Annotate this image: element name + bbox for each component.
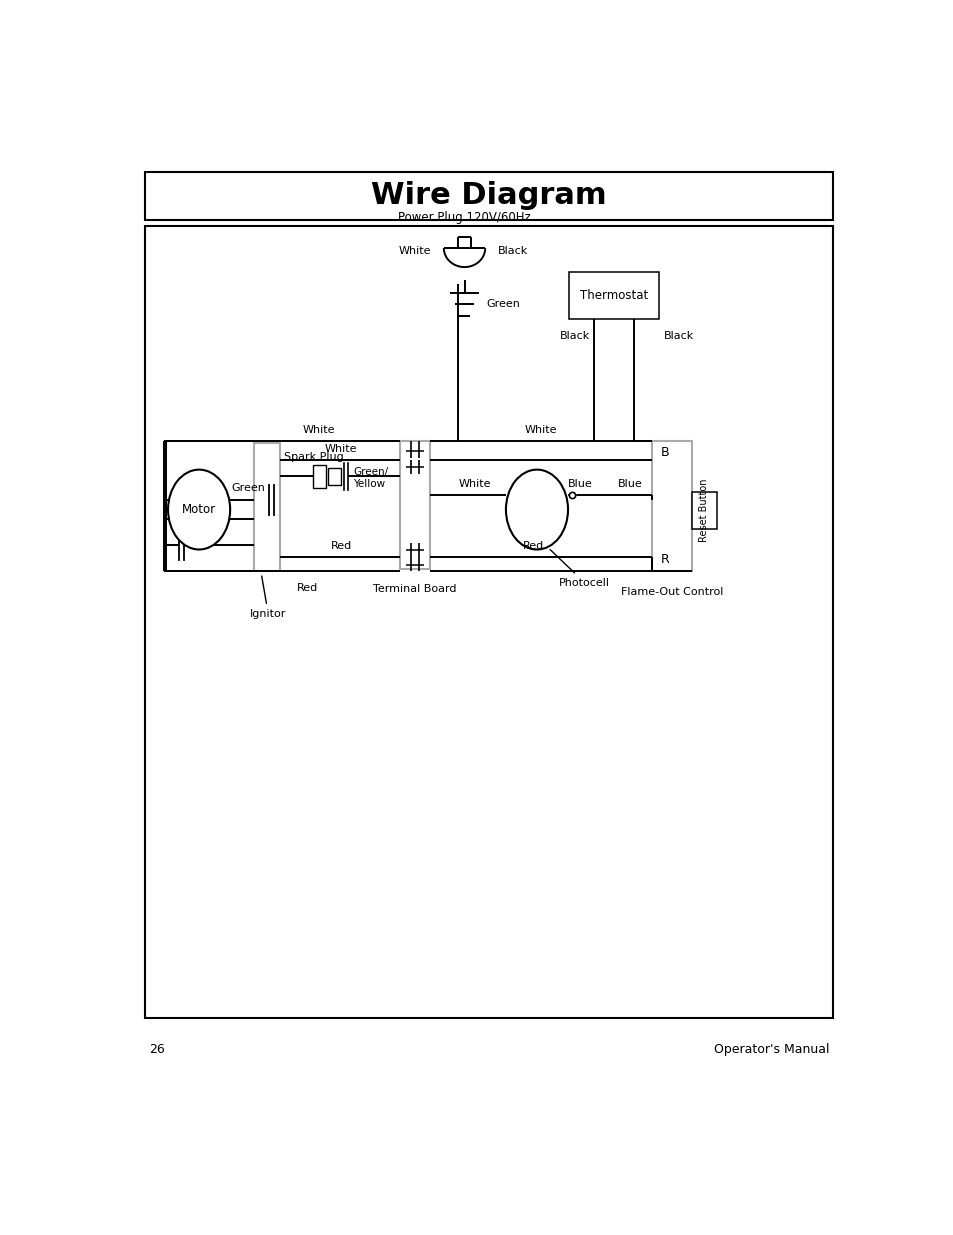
Text: Spark Plug: Spark Plug: [284, 452, 343, 462]
Circle shape: [168, 469, 230, 550]
Text: Terminal Board: Terminal Board: [373, 584, 456, 594]
Bar: [145, 226, 832, 1019]
Bar: [400, 441, 429, 568]
Text: White: White: [398, 246, 431, 256]
Text: Power Plug 120V/60Hz: Power Plug 120V/60Hz: [397, 211, 531, 224]
Text: White: White: [324, 443, 357, 453]
Bar: [145, 172, 832, 220]
Text: Black: Black: [497, 246, 528, 256]
Text: Wire Diagram: Wire Diagram: [371, 182, 606, 210]
Bar: [313, 464, 326, 488]
Text: Thermostat: Thermostat: [579, 289, 647, 303]
Text: Green: Green: [232, 483, 265, 493]
Bar: [253, 443, 280, 572]
Bar: [651, 441, 692, 572]
Text: Black: Black: [662, 331, 693, 342]
Text: Green/
Yellow: Green/ Yellow: [353, 467, 388, 489]
Text: White: White: [302, 425, 335, 435]
Text: Black: Black: [559, 331, 590, 342]
Circle shape: [505, 469, 567, 550]
Text: Ignitor: Ignitor: [250, 576, 286, 619]
Text: Reset Button: Reset Button: [699, 479, 709, 542]
Text: White: White: [524, 425, 557, 435]
Bar: [328, 468, 341, 485]
Bar: [568, 272, 659, 320]
Text: Green: Green: [486, 299, 520, 309]
Text: Operator's Manual: Operator's Manual: [713, 1044, 828, 1056]
Text: R: R: [660, 553, 669, 567]
Text: Photocell: Photocell: [550, 550, 610, 588]
Text: Red: Red: [522, 541, 543, 551]
Text: Blue: Blue: [618, 479, 642, 489]
Text: Motor: Motor: [182, 503, 216, 516]
Text: 26: 26: [149, 1044, 165, 1056]
Bar: [692, 493, 716, 529]
Text: Flame-Out Control: Flame-Out Control: [620, 588, 722, 598]
Text: Red: Red: [330, 541, 352, 551]
Text: Red: Red: [296, 583, 318, 594]
Text: Blue: Blue: [567, 479, 592, 489]
Text: White: White: [458, 479, 491, 489]
Text: B: B: [660, 446, 669, 459]
